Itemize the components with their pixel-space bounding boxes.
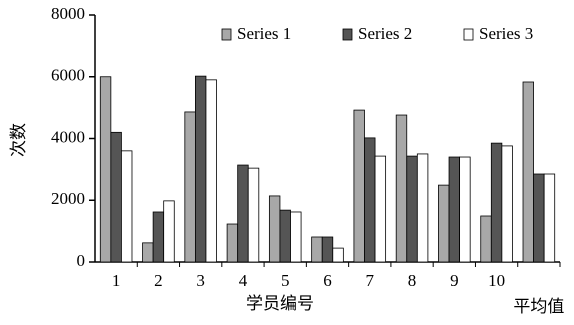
bar: [395, 114, 408, 263]
y-tick-label: 4000: [51, 127, 85, 146]
x-tick-label: 3: [196, 271, 205, 290]
bar: [279, 209, 291, 263]
bar: [438, 184, 450, 263]
x-tick-label: 10: [488, 271, 505, 290]
bar: [152, 211, 165, 263]
legend-label: Series 2: [358, 24, 412, 43]
bar: [99, 76, 112, 263]
bar: [533, 173, 545, 263]
bar: [459, 156, 471, 263]
bar: [184, 111, 196, 263]
y-tick-label: 2000: [51, 189, 85, 208]
bar: [163, 200, 175, 263]
bar: [501, 145, 513, 263]
x-tick-label: 1: [112, 271, 121, 290]
bar: [268, 195, 281, 263]
x-axis-label: 学员编号: [246, 294, 314, 313]
legend-swatch: [342, 28, 353, 41]
bar: [226, 223, 239, 263]
legend-swatch: [221, 28, 232, 41]
x-tick-label: 9: [450, 271, 459, 290]
bar: [522, 81, 534, 263]
y-tick-label: 6000: [51, 66, 85, 85]
legend-swatch: [463, 28, 474, 41]
bar: [321, 236, 334, 263]
y-tick-label: 8000: [51, 4, 85, 23]
bar: [374, 155, 387, 263]
x-tick-label: 6: [323, 271, 332, 290]
bar: [480, 215, 492, 263]
bar: [490, 142, 503, 263]
bar: [416, 153, 429, 263]
bar: [142, 242, 154, 263]
y-axis-label: 次数: [9, 123, 28, 157]
bar: [205, 79, 217, 263]
legend-label: Series 1: [237, 24, 291, 43]
bar: [237, 164, 249, 263]
bar: [311, 236, 323, 263]
bar: [194, 75, 207, 263]
bar: [247, 167, 260, 263]
x-tick-label: 8: [408, 271, 417, 290]
legend-label: Series 3: [479, 24, 533, 43]
bar: [121, 150, 133, 263]
bar: [332, 247, 344, 263]
x-tick-label: 平均值: [513, 297, 564, 316]
x-tick-label: 7: [366, 271, 375, 290]
bar: [364, 137, 376, 263]
bar: [406, 155, 418, 263]
y-tick-label: 0: [77, 251, 86, 270]
bar: [448, 156, 461, 263]
x-tick-label: 2: [154, 271, 163, 290]
x-tick-label: 5: [281, 271, 290, 290]
x-tick-label: 4: [239, 271, 248, 290]
bar: [290, 211, 302, 263]
bar: [353, 109, 365, 263]
bar: [543, 173, 556, 263]
bar: [110, 131, 122, 263]
